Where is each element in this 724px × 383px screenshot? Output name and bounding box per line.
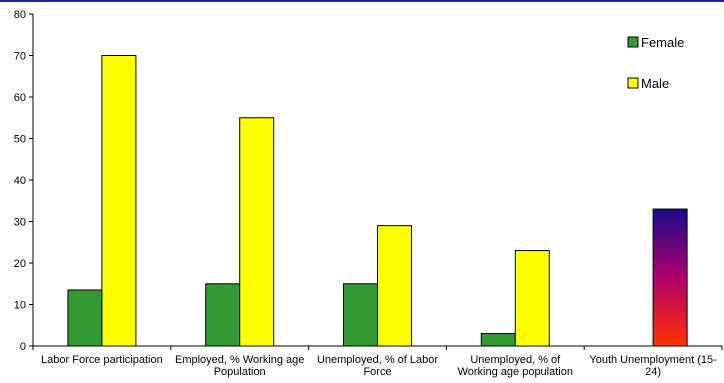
legend: Female Male (627, 35, 684, 91)
top-border (0, 0, 724, 2)
legend-swatch-female (627, 36, 639, 48)
y-tick-label: 50 (14, 134, 26, 146)
bar-female (343, 283, 378, 347)
legend-label-female: Female (641, 35, 684, 50)
y-tick-label: 10 (14, 300, 26, 312)
bar-female (67, 289, 103, 347)
y-tick-label: 60 (14, 92, 26, 104)
x-category-label: Unemployed, % of Working age population (458, 354, 573, 378)
x-category-label: Youth Unemployment (15-24) (589, 354, 717, 378)
x-category-label: Labor Force participation (41, 354, 163, 366)
bar-male (239, 117, 275, 347)
y-tick-label: 30 (14, 217, 26, 229)
legend-label-male: Male (641, 76, 669, 91)
bar-male (377, 225, 412, 347)
bar-female (480, 333, 516, 347)
x-category-label: Employed, % Working age Population (175, 354, 304, 378)
bars (67, 55, 688, 347)
y-tick-label: 80 (14, 9, 26, 21)
bar-male (101, 55, 137, 347)
category-labels: Labor Force participation Employed, % Wor… (41, 354, 717, 378)
bar-youth-unemployment (652, 208, 688, 347)
bar-female (205, 283, 241, 347)
y-tick-label: 70 (14, 51, 26, 63)
axes: 0 10 20 30 40 50 60 70 80 (14, 9, 723, 353)
x-category-label: Unemployed, % of Labor Force (317, 354, 438, 378)
y-tick-label: 0 (20, 341, 26, 353)
y-tick-label: 20 (14, 258, 26, 270)
y-tick-label: 40 (14, 175, 26, 187)
legend-swatch-male (627, 77, 639, 89)
bar-male (514, 250, 550, 347)
